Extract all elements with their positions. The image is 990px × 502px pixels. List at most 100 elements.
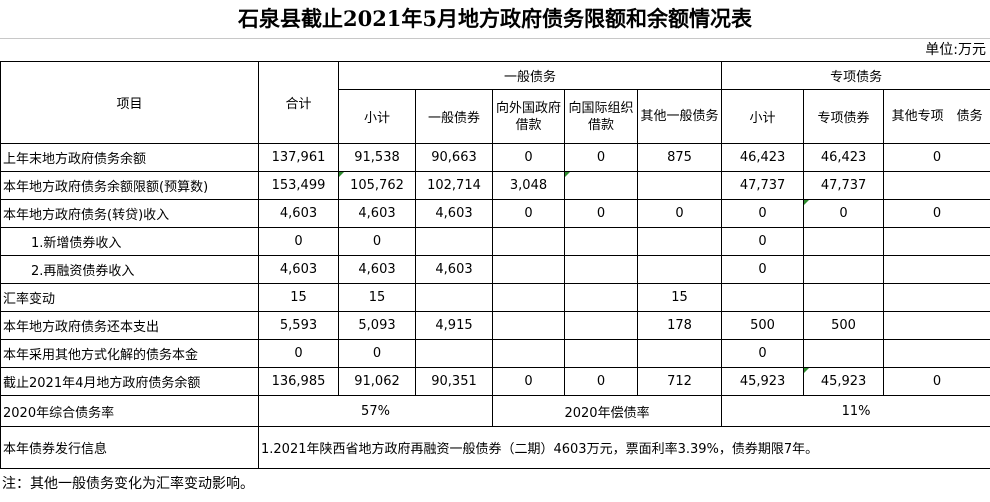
rate-label: 2020年综合债务率 [0, 395, 259, 427]
table-cell [564, 171, 638, 200]
table-cell [564, 227, 638, 256]
table-cell: 0 [721, 199, 805, 228]
table-cell: 0 [492, 367, 565, 396]
table-cell [883, 255, 990, 284]
table-cell: 0 [564, 367, 638, 396]
table-cell: 15 [636, 283, 723, 312]
header-special-subtotal: 小计 [721, 89, 805, 144]
table-row: 汇率变动 15 15 15 [0, 283, 990, 312]
header-general-subtotal: 小计 [338, 89, 416, 144]
repay-label: 2020年偿债率 [491, 395, 723, 427]
table-cell: 45,923 [803, 367, 885, 396]
row-label: 本年采用其他方式化解的债务本金 [0, 339, 259, 368]
header-other-special: 其他专项 债务 [883, 89, 990, 144]
table-cell: 0 [258, 339, 339, 368]
header-total: 合计 [258, 61, 339, 144]
table-cell [492, 283, 565, 312]
table-cell [803, 255, 885, 284]
table-cell [883, 283, 990, 312]
table-cell: 47,737 [803, 171, 885, 200]
table-cell: 15 [258, 283, 339, 312]
table-cell [721, 283, 805, 312]
table-cell [492, 227, 565, 256]
table-cell: 46,423 [803, 143, 885, 172]
debt-table: 项目 合计 一般债务 专项债务 小计 一般债券 向外国政府借款 向国际组织借款 … [0, 61, 990, 469]
table-cell [883, 227, 990, 256]
table-cell [636, 171, 723, 200]
table-cell [803, 227, 885, 256]
table-cell: 0 [492, 199, 565, 228]
header-foreign-gov-loan: 向外国政府借款 [492, 89, 565, 144]
table-cell [492, 311, 565, 340]
table-cell: 3,048 [492, 171, 565, 200]
table-cell [415, 283, 493, 312]
table-cell: 500 [721, 311, 805, 340]
table-cell: 4,603 [258, 255, 339, 284]
row-label: 1.新增债券收入 [0, 227, 259, 256]
header-special-group: 专项债务 [721, 61, 990, 90]
table-cell [492, 339, 565, 368]
table-row: 本年采用其他方式化解的债务本金 0 0 0 [0, 339, 990, 368]
table-cell: 0 [803, 199, 885, 228]
table-cell: 875 [636, 143, 723, 172]
table-row: 上年末地方政府债务余额 137,961 91,538 90,663 0 0 875 46,42… [0, 143, 990, 172]
table-cell: 0 [564, 143, 638, 172]
header-special-bond: 专项债券 [803, 89, 885, 144]
footnote: 注：其他一般债务变化为汇率变动影响。 [2, 476, 254, 492]
table-cell [883, 339, 990, 368]
table-cell [883, 311, 990, 340]
unit-label: 单位:万元 [925, 42, 986, 58]
header-other-general: 其他一般债务 [636, 89, 723, 144]
table-cell: 15 [338, 283, 416, 312]
table-cell: 178 [636, 311, 723, 340]
table-cell: 0 [883, 199, 990, 228]
table-cell [564, 255, 638, 284]
table-cell: 45,923 [721, 367, 805, 396]
table-cell: 0 [258, 227, 339, 256]
table-cell: 4,603 [415, 199, 493, 228]
header-item: 项目 [0, 61, 259, 144]
row-label: 2.再融资债券收入 [0, 255, 259, 284]
table-cell [564, 339, 638, 368]
table-cell: 91,538 [338, 143, 416, 172]
table-cell [636, 339, 723, 368]
repay-value: 11% [721, 395, 990, 427]
table-cell: 500 [803, 311, 885, 340]
table-cell: 0 [883, 143, 990, 172]
table-cell: 0 [338, 227, 416, 256]
table-cell: 105,762 [338, 171, 416, 200]
table-title: 石泉县截止2021年5月地方政府债务限额和余额情况表 [0, 0, 990, 39]
table-cell: 47,737 [721, 171, 805, 200]
row-label: 本年地方政府债务余额限额(预算数) [0, 171, 259, 200]
table-cell [492, 255, 565, 284]
table-cell: 0 [636, 199, 723, 228]
table-row: 本年地方政府债务还本支出 5,593 5,093 4,915 178 500 500 [0, 311, 990, 340]
header-general-bond: 一般债券 [415, 89, 493, 144]
table-cell: 4,603 [338, 199, 416, 228]
header-intl-org-loan: 向国际组织借款 [564, 89, 638, 144]
table-cell [415, 339, 493, 368]
table-cell [564, 311, 638, 340]
row-label: 上年末地方政府债务余额 [0, 143, 259, 172]
table-cell: 0 [564, 199, 638, 228]
table-cell [636, 227, 723, 256]
table-cell: 4,603 [338, 255, 416, 284]
table-cell: 5,093 [338, 311, 416, 340]
issuance-text: 1.2021年陕西省地方政府再融资一般债券（二期）4603万元，票面利率3.39… [257, 426, 990, 469]
rate-value: 57% [258, 395, 493, 427]
table-cell: 136,985 [258, 367, 339, 396]
table-cell: 712 [636, 367, 723, 396]
table-cell: 0 [721, 227, 805, 256]
table-cell: 4,915 [415, 311, 493, 340]
table-cell: 4,603 [258, 199, 339, 228]
table-cell: 91,062 [338, 367, 416, 396]
table-cell: 0 [883, 367, 990, 396]
table-cell: 102,714 [415, 171, 493, 200]
table-cell: 153,499 [258, 171, 339, 200]
table-cell [415, 227, 493, 256]
table-cell: 5,593 [258, 311, 339, 340]
table-row: 1.新增债券收入 0 0 0 [0, 227, 990, 256]
table-cell: 46,423 [721, 143, 805, 172]
row-label: 本年地方政府债务还本支出 [0, 311, 259, 340]
row-label: 汇率变动 [0, 283, 259, 312]
